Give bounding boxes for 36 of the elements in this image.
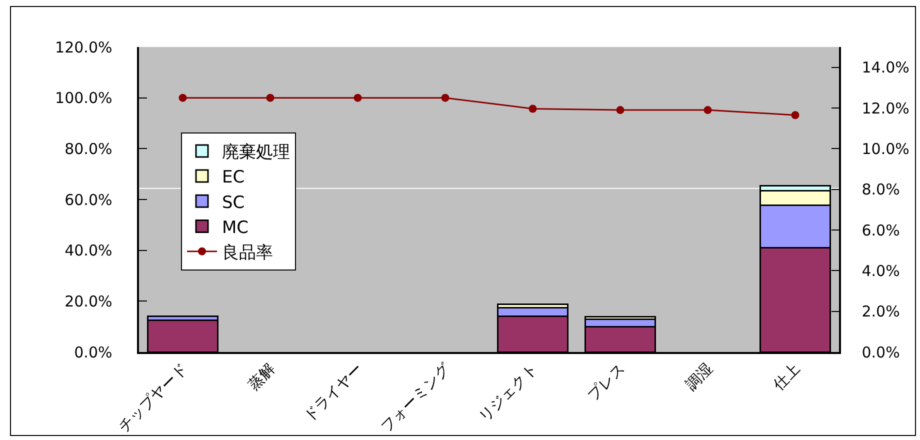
y2-tick-label: 2.0% <box>862 302 900 321</box>
y-tick-label: 120.0% <box>55 38 112 56</box>
x-tick-label: ドライヤー <box>300 360 366 426</box>
y-tick-label: 0.0% <box>74 343 112 362</box>
legend-label: EC <box>222 168 245 188</box>
y2-tick-label: 8.0% <box>862 180 900 199</box>
legend-label: MC <box>222 218 249 238</box>
x-tick-label: 調湿 <box>682 360 716 394</box>
y-tick-label: 100.0% <box>55 89 112 108</box>
legend-label: 廃棄処理 <box>222 142 290 163</box>
y2-tick-label: 4.0% <box>862 262 900 280</box>
point <box>616 106 624 114</box>
x-tick-label: プレス <box>584 360 628 404</box>
x-tick-label: チップヤード <box>114 360 191 436</box>
x-tick-label: リジェクト <box>475 360 541 426</box>
y-tick-label: 60.0% <box>64 190 112 209</box>
x-tick-label: フォーミング <box>377 358 454 436</box>
y2-tick-label: 10.0% <box>862 140 910 158</box>
x-tick-label: 仕上 <box>768 360 804 394</box>
y2-tick-label: 0.0% <box>862 343 900 362</box>
y2-tick-label: 12.0% <box>862 99 910 118</box>
point <box>791 111 800 120</box>
point <box>178 94 187 102</box>
legend-label: 良品率 <box>222 242 273 263</box>
point <box>266 94 274 102</box>
x-tick-label: 蒸解 <box>244 360 278 394</box>
y-tick-label: 80.0% <box>64 140 112 158</box>
y2-tick-label: 6.0% <box>862 221 900 240</box>
y-tick-label: 20.0% <box>64 292 112 310</box>
y-tick-label: 40.0% <box>64 242 112 260</box>
point <box>704 106 712 114</box>
point <box>528 104 537 113</box>
point <box>354 94 362 102</box>
y2-tick-label: 14.0% <box>862 58 910 77</box>
legend-label: SC <box>222 192 245 213</box>
point <box>441 94 450 102</box>
